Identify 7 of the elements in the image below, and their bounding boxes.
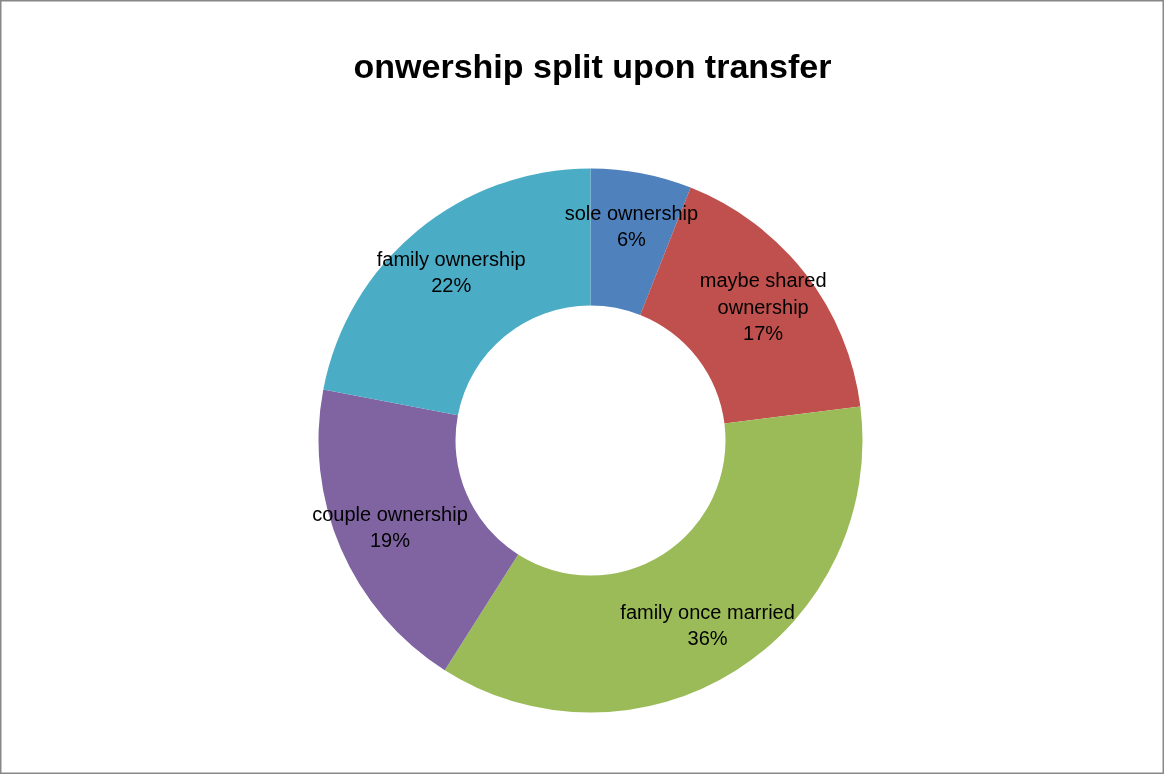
data-label: 6% [616,228,647,251]
data-label: 19% [369,529,411,552]
chart-title: onwership split upon transfer [353,46,832,85]
data-label: 17% [743,321,784,344]
data-label: 22% [431,274,472,297]
slice-label: family once married [620,600,795,623]
data-label: 36% [687,627,728,650]
